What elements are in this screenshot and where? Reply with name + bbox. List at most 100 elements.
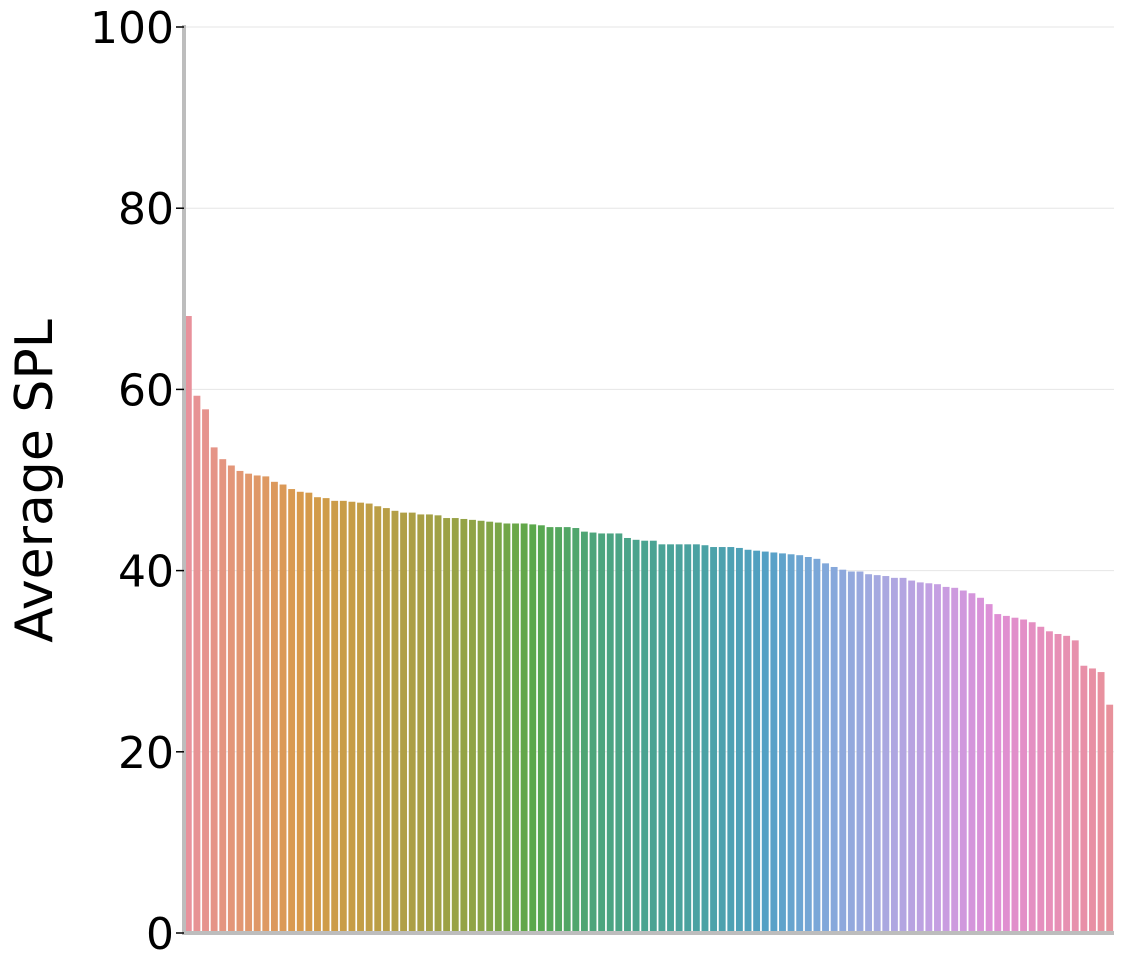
bar — [606, 533, 614, 933]
y-ticks: 0 20 40 60 80 100 — [90, 3, 184, 960]
bar — [1080, 665, 1088, 933]
bar — [202, 409, 209, 934]
bar — [236, 470, 244, 933]
bar — [787, 554, 795, 933]
bar — [270, 481, 278, 933]
bar — [882, 576, 890, 933]
bar — [865, 574, 873, 933]
bar — [503, 523, 511, 933]
bar — [374, 506, 382, 933]
bar — [555, 527, 563, 933]
bar — [1063, 635, 1071, 933]
bar — [184, 316, 192, 933]
bar — [322, 498, 330, 933]
bar — [443, 518, 451, 933]
bar — [279, 484, 287, 933]
bar — [942, 586, 950, 933]
y-tick-label: 40 — [118, 547, 174, 598]
bar — [667, 544, 674, 933]
y-tick-label: 80 — [118, 184, 174, 235]
bar — [977, 597, 984, 933]
bar — [813, 558, 821, 933]
bar — [1020, 619, 1028, 933]
axes — [182, 25, 1114, 935]
bar — [624, 537, 631, 933]
bar — [296, 491, 304, 933]
bar — [1028, 622, 1036, 933]
bar — [598, 533, 606, 933]
bar — [761, 551, 769, 933]
bar — [288, 489, 296, 933]
bar — [417, 514, 425, 933]
bar — [365, 503, 373, 933]
bar — [1037, 626, 1045, 933]
bar — [1054, 634, 1062, 933]
bar — [520, 523, 528, 933]
bar — [890, 577, 898, 933]
bar — [348, 501, 356, 933]
bar — [908, 580, 916, 933]
bar — [701, 545, 709, 933]
bar — [839, 569, 847, 933]
bar — [968, 593, 976, 933]
bar — [1011, 617, 1019, 933]
bar — [830, 566, 838, 933]
bar — [245, 473, 253, 933]
bar — [916, 582, 924, 933]
bar — [727, 547, 735, 933]
bar — [951, 587, 959, 933]
bar — [305, 492, 313, 933]
bar — [219, 459, 227, 933]
bar — [537, 525, 545, 933]
bar — [314, 497, 321, 933]
y-tick-label: 60 — [118, 365, 174, 416]
bar — [873, 575, 881, 933]
bar — [1089, 668, 1096, 933]
bar — [494, 522, 502, 933]
bar — [451, 518, 459, 933]
gridlines — [184, 26, 1114, 753]
bar — [641, 540, 649, 933]
bar — [572, 528, 580, 933]
bar — [847, 571, 855, 933]
bar — [684, 544, 692, 933]
bar — [1002, 615, 1010, 933]
bar — [425, 514, 433, 933]
bar — [649, 540, 657, 933]
bar — [1045, 631, 1053, 933]
bar — [994, 614, 1002, 933]
bar — [770, 552, 778, 933]
bar — [339, 500, 347, 933]
bar — [210, 447, 218, 933]
y-axis-label: Average SPL — [5, 319, 65, 642]
bar — [985, 604, 993, 933]
bar — [382, 508, 390, 933]
bar — [744, 549, 752, 933]
bar — [331, 500, 339, 933]
bar — [735, 547, 743, 933]
bar — [934, 584, 941, 933]
bar — [391, 510, 399, 933]
bar — [434, 515, 442, 933]
bar — [692, 544, 700, 933]
bar — [253, 475, 261, 933]
bar — [632, 539, 640, 933]
bars — [184, 316, 1114, 934]
bar — [615, 533, 623, 933]
bar — [959, 590, 967, 933]
bar — [658, 544, 666, 933]
bar — [460, 518, 468, 933]
bar — [899, 577, 907, 933]
bar — [546, 527, 554, 933]
bar — [580, 531, 588, 933]
bar — [925, 583, 933, 933]
bar — [822, 563, 829, 933]
bar — [486, 521, 494, 933]
bar — [408, 512, 416, 933]
bar — [710, 547, 718, 933]
bar — [563, 527, 571, 933]
y-tick-label: 0 — [146, 909, 174, 960]
bar — [469, 519, 476, 933]
bar — [400, 512, 408, 933]
